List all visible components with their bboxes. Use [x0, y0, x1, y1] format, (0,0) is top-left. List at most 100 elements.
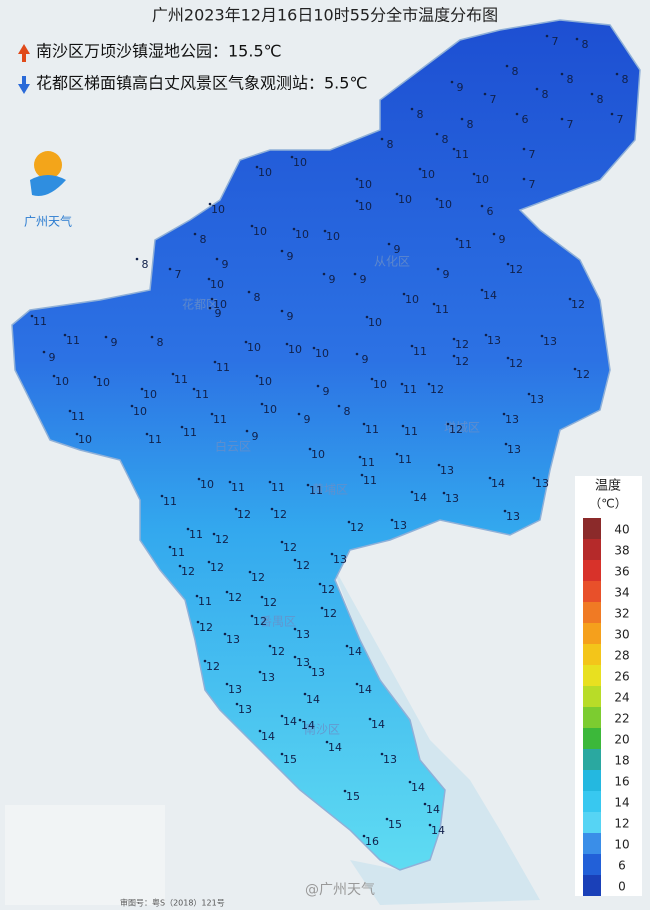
station-temp: 8: [467, 118, 474, 131]
station-temp: 12: [455, 338, 469, 351]
station-dot: [480, 288, 484, 292]
station-temp: 10: [211, 203, 225, 216]
station-dot: [502, 412, 506, 416]
station-dot: [610, 112, 614, 116]
station-temp: 11: [33, 315, 47, 328]
station-temp: 10: [368, 316, 382, 329]
station-dot: [268, 644, 272, 648]
station-temp: 10: [288, 343, 302, 356]
station-temp: 10: [133, 405, 147, 418]
station-dot: [260, 595, 264, 599]
station-temp: 11: [198, 595, 212, 608]
station-temp: 9: [215, 307, 222, 320]
legend-tick-label: 10: [614, 838, 629, 852]
station-temp: 13: [296, 628, 310, 641]
station-temp: 10: [421, 168, 435, 181]
station-temp: 11: [455, 148, 469, 161]
station-temp: 10: [405, 293, 419, 306]
station-temp: 13: [333, 553, 347, 566]
station-temp: 12: [215, 533, 229, 546]
station-dot: [390, 518, 394, 522]
station-temp: 13: [238, 703, 252, 716]
station-temp: 11: [189, 528, 203, 541]
station-temp: 12: [576, 368, 590, 381]
station-temp: 10: [293, 156, 307, 169]
station-dot: [387, 242, 391, 246]
station-temp: 9: [287, 310, 294, 323]
station-dot: [298, 718, 302, 722]
station-temp: 9: [222, 258, 229, 271]
station-dot: [145, 432, 149, 436]
watermark: @广州天气: [305, 882, 375, 898]
station-dot: [506, 356, 510, 360]
title: 广州2023年12月16日10时55分全市温度分布图: [152, 6, 498, 25]
station-dot: [196, 620, 200, 624]
colorbar-segment: [583, 686, 601, 707]
station-temp: 10: [475, 173, 489, 186]
max-annotation: 南沙区万顷沙镇湿地公园：15.5℃: [36, 42, 282, 61]
station-temp: 14: [431, 824, 445, 837]
station-dot: [207, 560, 211, 564]
station-temp: 11: [458, 238, 472, 251]
colorbar-segment: [583, 560, 601, 581]
station-dot: [63, 333, 67, 337]
station-temp: 11: [174, 373, 188, 386]
station-dot: [355, 682, 359, 686]
colorbar-segment: [583, 518, 601, 539]
station-temp: 10: [247, 341, 261, 354]
station-dot: [515, 112, 519, 116]
station-temp: 9: [362, 353, 369, 366]
station-dot: [402, 292, 406, 296]
station-dot: [293, 558, 297, 562]
station-dot: [255, 165, 259, 169]
station-dot: [401, 424, 405, 428]
station-dot: [320, 606, 324, 610]
station-dot: [504, 442, 508, 446]
station-temp: 12: [321, 583, 335, 596]
station-temp: 14: [261, 730, 275, 743]
station-dot: [368, 717, 372, 721]
station-temp: 14: [283, 715, 297, 728]
station-temp: 8: [567, 73, 574, 86]
station-dot: [452, 147, 456, 151]
water: [330, 560, 540, 905]
station-temp: 12: [271, 645, 285, 658]
station-temp: 11: [148, 433, 162, 446]
station-dot: [308, 665, 312, 669]
station-temp: 13: [507, 443, 521, 456]
station-temp: 12: [509, 263, 523, 276]
station-temp: 12: [430, 383, 444, 396]
station-temp: 14: [348, 645, 362, 658]
station-dot: [160, 494, 164, 498]
station-dot: [492, 232, 496, 236]
station-dot: [362, 422, 366, 426]
station-temp: 11: [403, 383, 417, 396]
station-dot: [380, 752, 384, 756]
station-dot: [568, 297, 572, 301]
station-dot: [171, 372, 175, 376]
station-temp: 13: [445, 492, 459, 505]
station-dot: [418, 167, 422, 171]
station-temp: 14: [411, 781, 425, 794]
station-dot: [355, 352, 359, 356]
station-dot: [234, 507, 238, 511]
legend-tick-label: 24: [614, 691, 629, 705]
station-temp: 10: [55, 375, 69, 388]
station-dot: [285, 342, 289, 346]
station-dot: [280, 249, 284, 253]
station-temp: 7: [567, 118, 574, 131]
station-dot: [503, 509, 507, 513]
station-temp: 12: [571, 298, 585, 311]
legend-tick-label: 0: [618, 880, 626, 894]
station-temp: 8: [442, 133, 449, 146]
station-temp: 12: [350, 521, 364, 534]
station-dot: [225, 590, 229, 594]
station-dot: [212, 532, 216, 536]
station-dot: [532, 476, 536, 480]
station-dot: [484, 333, 488, 337]
station-temp: 14: [371, 718, 385, 731]
station-dot: [228, 480, 232, 484]
station-dot: [245, 429, 249, 433]
station-dot: [380, 137, 384, 141]
colorbar-segment: [583, 623, 601, 644]
